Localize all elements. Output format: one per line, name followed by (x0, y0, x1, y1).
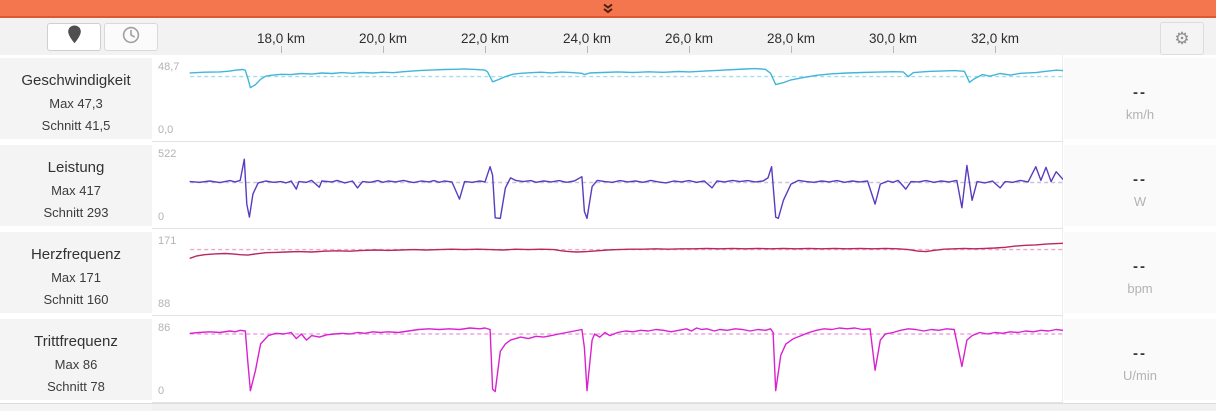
bottom-divider (0, 403, 1216, 411)
chart-header: 18,0 km 20,0 km 22,0 km 24,0 km 26,0 km … (0, 18, 1216, 55)
axis-tick-label: 24,0 km (562, 31, 612, 46)
axis-tick-label: 26,0 km (664, 31, 714, 46)
speed-line-plot (189, 67, 1063, 89)
metric-title: Herzfrequenz (30, 246, 122, 263)
y-axis-min-label: 0,0 (158, 124, 174, 136)
metric-max: Max 417 (51, 183, 101, 198)
metric-row-heart-rate: Herzfrequenz Max 171 Schnitt 160 171 88 … (0, 229, 1216, 316)
y-axis-min-label: 88 (158, 298, 171, 310)
y-axis-max-label: 48,7 (158, 61, 180, 73)
axis-tick-label: 32,0 km (970, 31, 1020, 46)
heart-rate-chart[interactable]: 171 88 (152, 229, 1063, 316)
collapse-bar (0, 0, 1216, 18)
axis-tick-mark (995, 46, 996, 53)
metric-current-value: -- (1133, 171, 1147, 188)
next-card-peek (0, 404, 152, 411)
metric-avg: Schnitt 78 (47, 379, 105, 394)
heart-rate-value-card: -- bpm (1064, 232, 1216, 313)
metric-row-speed: Geschwindigkeit Max 47,3 Schnitt 41,5 48… (0, 55, 1216, 142)
power-value-card: -- W (1064, 145, 1216, 226)
axis-tick-mark (791, 46, 792, 53)
metric-current-value: -- (1133, 345, 1147, 362)
power-label-card: Leistung Max 417 Schnitt 293 (0, 145, 152, 226)
heart-rate-line-plot (189, 242, 1063, 259)
metric-unit: U/min (1123, 368, 1157, 383)
y-axis-min-label: 0 (158, 385, 165, 397)
axis-tick-mark (281, 46, 282, 53)
axis-tick-mark (383, 46, 384, 53)
metric-max: Max 47,3 (49, 96, 103, 111)
chevron-double-down-icon[interactable] (588, 0, 628, 18)
time-axis-button[interactable] (104, 23, 158, 51)
y-axis-max-label: 86 (158, 322, 171, 334)
metric-row-cadence: Trittfrequenz Max 86 Schnitt 78 86 0 -- … (0, 316, 1216, 403)
metric-current-value: -- (1133, 258, 1147, 275)
metric-unit: km/h (1125, 107, 1155, 122)
metric-current-value: -- (1133, 84, 1147, 101)
speed-value-card: -- km/h (1064, 58, 1216, 139)
y-axis-max-label: 522 (158, 148, 177, 160)
metric-avg: Schnitt 293 (43, 205, 109, 220)
axis-tick-mark (485, 46, 486, 53)
axis-tick-label: 18,0 km (256, 31, 306, 46)
y-axis-max-label: 171 (158, 235, 177, 247)
speed-chart[interactable]: 48,7 0,0 (152, 55, 1063, 142)
map-pin-icon (67, 25, 82, 49)
metric-title: Geschwindigkeit (21, 72, 131, 89)
axis-tick-mark (689, 46, 690, 53)
power-chart[interactable]: 522 0 (152, 142, 1063, 229)
metric-avg: Schnitt 41,5 (41, 118, 111, 133)
axis-tick-label: 28,0 km (766, 31, 816, 46)
distance-axis-button[interactable] (47, 23, 101, 51)
metric-unit: bpm (1127, 281, 1153, 296)
metric-title: Leistung (47, 159, 105, 176)
gear-icon: ⚙ (1174, 28, 1190, 48)
settings-button[interactable]: ⚙ (1160, 22, 1204, 55)
metric-avg: Schnitt 160 (43, 292, 109, 307)
clock-icon (122, 26, 140, 49)
heart-rate-label-card: Herzfrequenz Max 171 Schnitt 160 (0, 232, 152, 313)
metric-max: Max 86 (54, 357, 98, 372)
cadence-chart[interactable]: 86 0 (152, 316, 1063, 403)
speed-label-card: Geschwindigkeit Max 47,3 Schnitt 41,5 (0, 58, 152, 139)
power-line-plot (189, 158, 1063, 220)
axis-tick-mark (587, 46, 588, 53)
y-axis-min-label: 0 (158, 211, 165, 223)
axis-tick-mark (893, 46, 894, 53)
metric-unit: W (1133, 194, 1147, 209)
metric-row-power: Leistung Max 417 Schnitt 293 522 0 -- W (0, 142, 1216, 229)
cadence-line-plot (189, 327, 1063, 393)
axis-tick-label: 20,0 km (358, 31, 408, 46)
metric-max: Max 171 (51, 270, 101, 285)
cadence-value-card: -- U/min (1064, 319, 1216, 400)
axis-tick-label: 30,0 km (868, 31, 918, 46)
metric-title: Trittfrequenz (34, 333, 118, 350)
axis-tick-label: 22,0 km (460, 31, 510, 46)
cadence-label-card: Trittfrequenz Max 86 Schnitt 78 (0, 319, 152, 400)
